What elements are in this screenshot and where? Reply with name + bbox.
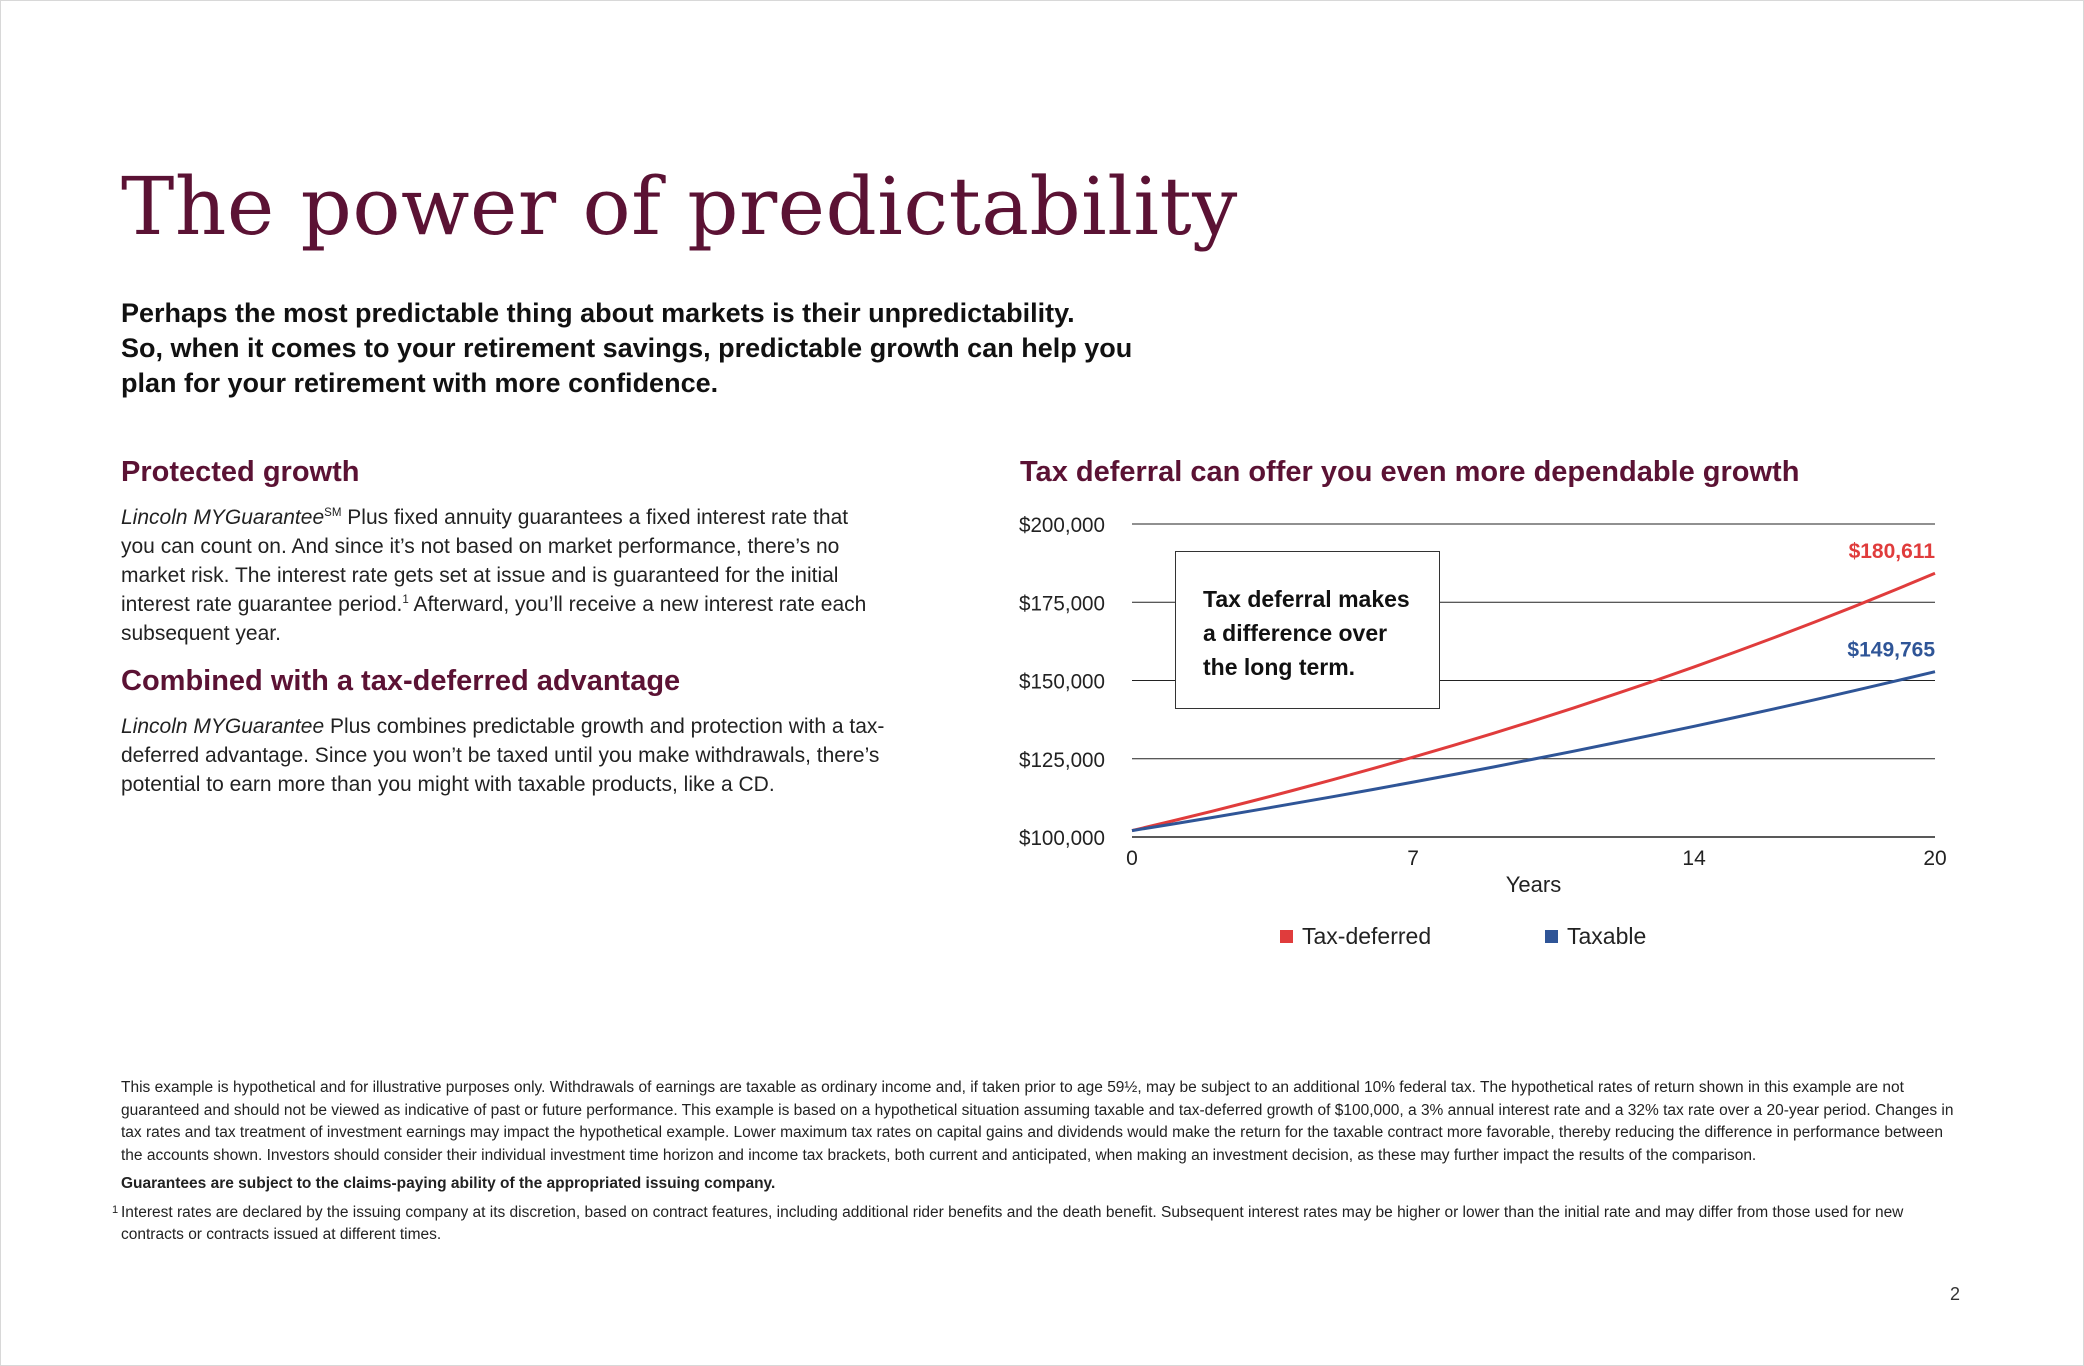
legend-label: Taxable [1567, 923, 1646, 949]
footnotes: This example is hypothetical and for ill… [112, 1077, 1961, 1247]
product-name: Lincoln MYGuarantee [121, 715, 325, 738]
legend-label: Tax-deferred [1302, 923, 1431, 949]
intro-line: So, when it comes to your retirement sav… [121, 333, 1133, 363]
series-end-label: $180,611 [1849, 540, 1936, 563]
footnote-ref: 1 [402, 594, 409, 606]
footnote-1-line: Interest rates are declared by the issui… [121, 1203, 1904, 1221]
page-number: 2 [1950, 1284, 1961, 1304]
disclaimer-line: This example is hypothetical and for ill… [121, 1079, 1904, 1096]
x-axis-label: Years [1506, 872, 1561, 897]
chart-callout-box: Tax deferral makes a difference over the… [1175, 551, 1440, 709]
intro-line: plan for your retirement with more confi… [121, 368, 719, 398]
tax-deferred-heading: Combined with a tax-deferred advantage [121, 665, 681, 697]
product-name: Lincoln MYGuarantee [121, 506, 325, 529]
chart-heading: Tax deferral can offer you even more dep… [1020, 456, 1800, 488]
series-line-taxable [1131, 670, 1936, 833]
disclaimer-line: tax rates and tax treatment of investmen… [121, 1124, 1943, 1141]
page-title: The power of predictability [121, 160, 1238, 253]
growth-chart: $100,000 $125,000 $150,000 $175,000 $200,000… [1019, 514, 1947, 949]
callout-line: the long term. [1203, 654, 1356, 680]
footnote-1-line: contracts or contracts issued at differe… [121, 1226, 442, 1243]
disclaimer-line: guaranteed and should not be viewed as i… [121, 1101, 1954, 1119]
y-tick-label: $100,000 [1019, 827, 1105, 850]
protected-growth-text: Lincoln MYGuaranteeSM Plus fixed annuity… [121, 506, 867, 645]
protected-growth-heading: Protected growth [121, 456, 360, 488]
footnote-1: 1 Interest rates are declared by the iss… [112, 1202, 1961, 1247]
y-tick-label: $125,000 [1019, 749, 1105, 772]
footnote-1-marker: 1 [112, 1203, 119, 1216]
intro-paragraph: Perhaps the most predictable thing about… [121, 296, 1133, 401]
intro-line: Perhaps the most predictable thing about… [121, 298, 1075, 328]
y-tick-label: $175,000 [1019, 592, 1105, 615]
x-tick-label: 7 [1407, 847, 1419, 870]
x-tick-label: 20 [1923, 847, 1946, 870]
callout-line: a difference over [1203, 620, 1388, 646]
legend-swatch [1545, 930, 1558, 943]
x-tick-label: 14 [1682, 847, 1706, 870]
legend-swatch [1280, 930, 1293, 943]
callout-line: Tax deferral makes [1203, 586, 1410, 612]
series-end-label: $149,765 [1847, 639, 1935, 662]
service-mark: SM [324, 507, 342, 519]
tax-deferred-text: Lincoln MYGuarantee Plus combines predic… [121, 715, 885, 796]
series-line-tax-deferred [1131, 571, 1936, 833]
guarantee-statement: Guarantees are subject to the claims-pay… [121, 1175, 776, 1192]
x-tick-label: 0 [1126, 847, 1138, 870]
y-tick-label: $150,000 [1019, 671, 1105, 694]
disclaimer-line: the accounts shown. Investors should con… [121, 1146, 1757, 1164]
y-tick-label: $200,000 [1019, 514, 1105, 537]
